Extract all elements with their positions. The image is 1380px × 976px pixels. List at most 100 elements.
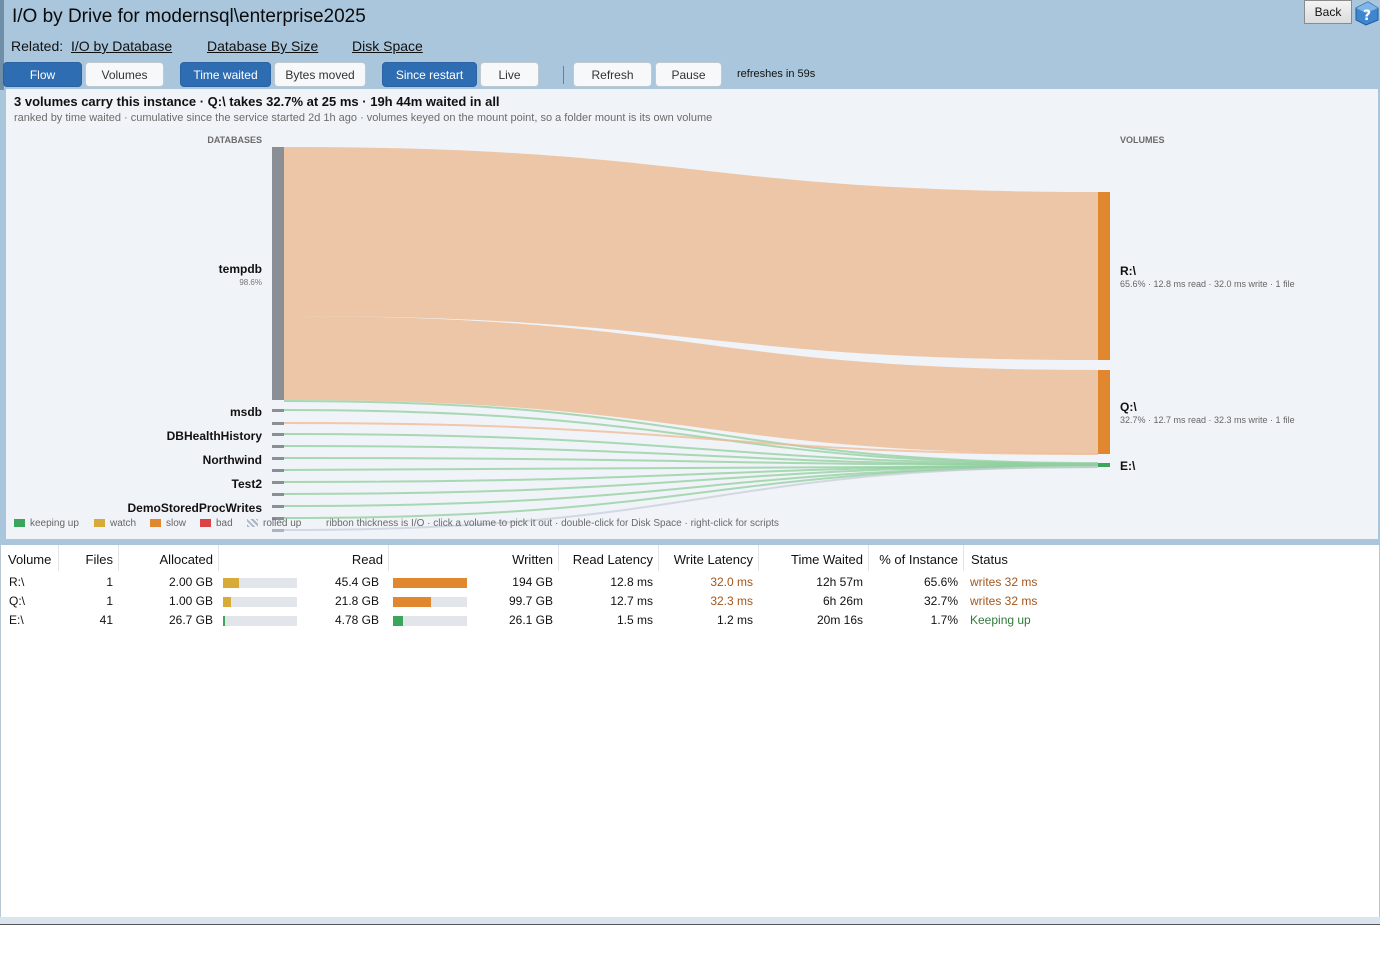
ribbon-msdb-e[interactable] — [283, 409, 1099, 465]
db-pct-tempdb: 98.6% — [239, 278, 262, 287]
ribbon-tempdb-q[interactable] — [284, 316, 1098, 454]
cell-written: 194 GB — [512, 575, 553, 589]
col-header-written[interactable]: Written — [389, 545, 559, 571]
node-db-10[interactable] — [272, 517, 284, 520]
node-northwind[interactable] — [272, 457, 284, 460]
cell-pct-instance: 32.7% — [923, 594, 958, 608]
legend-label: rolled up — [263, 518, 302, 529]
toolbar-separator — [563, 66, 564, 84]
db-label-test2: Test2 — [232, 477, 263, 491]
col-header-volume[interactable]: Volume — [1, 545, 59, 571]
legend-swatch — [14, 519, 25, 527]
node-demostoredprocwrites[interactable] — [272, 505, 284, 508]
col-header-status[interactable]: Status — [971, 552, 1008, 567]
sankey-ribbons — [283, 147, 1099, 531]
volume-detail-r: 65.6% · 12.8 ms read · 32.0 ms write · 1… — [1120, 279, 1295, 289]
db-label-demostoredprocwrites: DemoStoredProcWrites — [128, 501, 263, 515]
read-bar — [393, 616, 467, 626]
cell-read: 4.78 GB — [334, 613, 379, 627]
related-link-disk-space[interactable]: Disk Space — [352, 38, 423, 54]
ribbon-msdb-q[interactable] — [283, 422, 1099, 455]
table-row[interactable]: R:\ 1 2.00 GB 45.4 GB 194 GB 12.8 ms 32.0 ms 12… — [1, 573, 1380, 592]
node-test2[interactable] — [272, 481, 284, 484]
cell-pct-instance: 1.7% — [930, 613, 958, 627]
cell-files: 1 — [106, 575, 113, 589]
node-rolled-up[interactable] — [272, 529, 284, 532]
ribbon-tempdb-e[interactable] — [283, 400, 1099, 464]
cell-volume: E:\ — [9, 613, 24, 627]
legend-label: slow — [166, 518, 187, 529]
read-bar — [393, 597, 467, 607]
legend-bad: bad — [200, 518, 233, 529]
page-title: I/O by Drive for modernsql\enterprise202… — [12, 6, 366, 27]
volume-grid: Volume Files Allocated Read Written Read… — [0, 545, 1380, 917]
col-header-allocated[interactable]: Allocated — [119, 545, 219, 571]
allocated-bar-fill — [223, 597, 232, 607]
ribbon-rolled-up-e[interactable] — [283, 466, 1099, 531]
header-edge — [0, 0, 4, 90]
db-label-northwind: Northwind — [203, 453, 262, 467]
cell-files: 41 — [99, 613, 113, 627]
bytes-moved-toggle[interactable]: Bytes moved — [274, 62, 366, 87]
col-header-time-waited[interactable]: Time Waited — [759, 545, 869, 571]
help-icon[interactable]: ? — [1354, 0, 1380, 26]
node-volume-r[interactable] — [1098, 192, 1110, 360]
volume-label-e: E:\ — [1120, 459, 1136, 473]
col-header-read-latency[interactable]: Read Latency — [559, 545, 659, 571]
col-header-write-latency[interactable]: Write Latency — [659, 545, 759, 571]
cell-time-waited: 6h 26m — [822, 594, 863, 608]
node-db-6[interactable] — [272, 469, 284, 472]
db-label-msdb: msdb — [230, 405, 262, 419]
legend-rolled-up: rolled up — [247, 518, 301, 529]
time-waited-toggle[interactable]: Time waited — [180, 62, 271, 87]
cell-read-latency: 1.5 ms — [616, 613, 653, 627]
ribbon-dbhealth-e[interactable] — [283, 433, 1099, 465]
table-row[interactable]: Q:\ 1 1.00 GB 21.8 GB 99.7 GB 12.7 ms 32.3 ms 6… — [1, 592, 1380, 611]
node-tempdb[interactable] — [272, 147, 284, 400]
node-volume-q[interactable] — [1098, 370, 1110, 454]
sankey-diagram: DATABASES VOLUMES — [128, 135, 1295, 532]
cell-status: writes 32 ms — [970, 575, 1038, 589]
live-toggle[interactable]: Live — [480, 62, 539, 87]
node-db-2[interactable] — [272, 422, 284, 425]
pause-button[interactable]: Pause — [655, 62, 722, 87]
node-volume-e[interactable] — [1098, 463, 1110, 467]
database-nodes — [272, 147, 284, 532]
cell-read: 45.4 GB — [334, 575, 379, 589]
table-row[interactable]: E:\ 41 26.7 GB 4.78 GB 26.1 GB 1.5 ms 1.2 ms 20… — [1, 611, 1380, 630]
col-header-pct-instance[interactable]: % of Instance — [869, 545, 964, 571]
cell-allocated: 1.00 GB — [168, 594, 213, 608]
related-links: Related: I/O by Database Database By Siz… — [11, 38, 423, 54]
node-msdb[interactable] — [272, 409, 284, 412]
flow-toggle[interactable]: Flow — [3, 62, 82, 87]
since-restart-toggle[interactable]: Since restart — [382, 62, 477, 87]
legend-label: watch — [110, 518, 137, 529]
node-db-8[interactable] — [272, 493, 284, 496]
refresh-button[interactable]: Refresh — [573, 62, 652, 87]
summary-headline: 3 volumes carry this instance · Q:\ take… — [14, 94, 500, 109]
cell-written: 99.7 GB — [508, 594, 553, 608]
col-header-read[interactable]: Read — [219, 545, 389, 571]
col-header-files[interactable]: Files — [59, 545, 119, 571]
db-label-tempdb: tempdb — [219, 262, 262, 276]
allocated-bar — [223, 597, 297, 607]
legend-swatch — [247, 519, 258, 527]
legend-swatch — [150, 519, 161, 527]
read-bar-fill — [393, 597, 431, 607]
node-db-4[interactable] — [272, 445, 284, 448]
back-button[interactable]: Back — [1304, 0, 1352, 24]
read-bar-fill — [393, 578, 467, 588]
related-link-database-by-size[interactable]: Database By Size — [207, 38, 319, 54]
cell-allocated: 26.7 GB — [168, 613, 213, 627]
cell-read-latency: 12.7 ms — [610, 594, 653, 608]
allocated-bar — [223, 616, 297, 626]
related-link-io-by-database[interactable]: I/O by Database — [71, 38, 173, 54]
ribbon-tempdb-r[interactable] — [284, 147, 1098, 360]
cell-files: 1 — [106, 594, 113, 608]
legend-label: keeping up — [30, 518, 79, 529]
volumes-toggle[interactable]: Volumes — [85, 62, 164, 87]
ribbon-db-e-4[interactable] — [283, 465, 1099, 495]
ribbon-northwind-e[interactable] — [283, 457, 1099, 466]
cell-pct-instance: 65.6% — [923, 575, 958, 589]
node-dbhealthhistory[interactable] — [272, 433, 284, 436]
